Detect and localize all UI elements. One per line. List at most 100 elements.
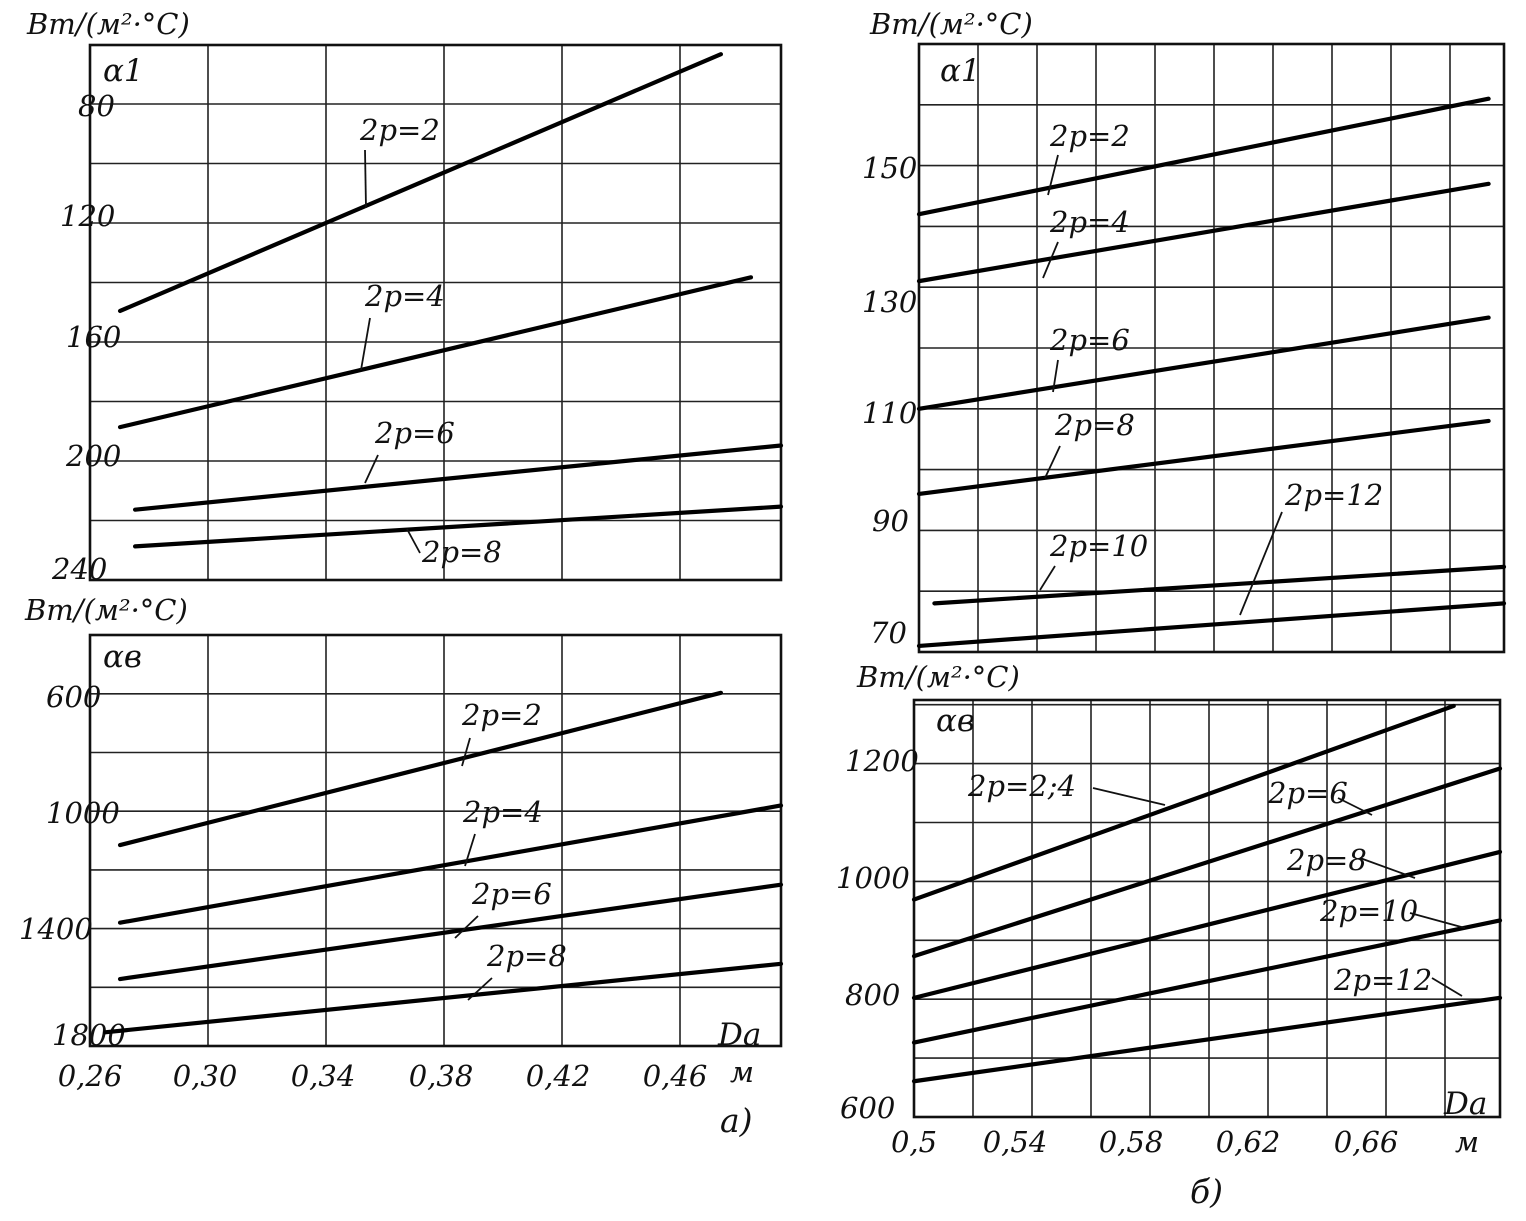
plot-frame [88, 633, 783, 1048]
x-tick-label: 0,5 [891, 1125, 937, 1159]
series-line-2p-8 [132, 504, 784, 549]
series-line-2p-12 [916, 601, 1507, 649]
plot-frame [912, 698, 1502, 1119]
series-line-2p-8 [916, 418, 1491, 497]
series-label: 2p=2;4 [967, 769, 1076, 803]
series-line-2p-8 [911, 849, 1503, 1000]
y-unit-label: Вт/(м²·°С) [856, 660, 1020, 694]
series-leader-line [1039, 565, 1056, 591]
series-leader-line [1409, 912, 1466, 929]
series-leader-line [454, 915, 479, 939]
series-line-2p-2 [117, 690, 724, 848]
series-label: 2p=2 [461, 698, 542, 732]
y-tick-label: 80 [78, 89, 115, 123]
y-tick-label: 1000 [46, 796, 120, 830]
y-tick-label: 240 [51, 552, 107, 586]
x-tick-label: 0,58 [1099, 1125, 1164, 1159]
series-line-2p-6 [916, 315, 1491, 411]
series-label: 2p=6 [471, 877, 552, 911]
series-label: 2p=6 [1267, 776, 1348, 810]
y-tick-label: 70 [870, 616, 907, 650]
y-tick-label: 150 [862, 151, 917, 185]
series-line-2p-8 [102, 961, 784, 1035]
y-unit-label: Вт/(м²·°С) [26, 7, 190, 41]
series-label: 2p=2 [359, 113, 440, 147]
y-tick-label: 160 [66, 320, 121, 354]
subfigure-caption: а) [720, 1101, 753, 1140]
series-leader-line [1044, 445, 1061, 479]
y-tick-label: 600 [840, 1091, 895, 1125]
y-tick-label: 120 [60, 199, 115, 233]
y-tick-label: 1800 [52, 1018, 126, 1052]
series-label: 2p=4 [364, 279, 445, 313]
chart-symbol: α1 [940, 53, 981, 89]
chart-symbol: αв [936, 703, 975, 739]
subfigure-caption: б) [1190, 1172, 1223, 1211]
x-axis-label: Da [1443, 1086, 1487, 1122]
x-tick-label: 0,42 [526, 1059, 591, 1093]
series-label: 2p=4 [462, 795, 543, 829]
series-label: 2p=4 [1049, 205, 1130, 239]
x-tick-label: 0,34 [291, 1059, 356, 1093]
x-unit-label: м [730, 1055, 754, 1089]
series-line-2p-6 [117, 882, 784, 982]
chart-panel-4: Вт/(м²·°С) αв 600 800 1000 1200 0,5 0,54 0,58 0,6… [836, 660, 1503, 1159]
x-tick-label: 0,66 [1334, 1125, 1399, 1159]
series-line-2p-4 [117, 803, 784, 925]
series-leader-line [406, 528, 421, 554]
y-tick-label: 800 [845, 978, 900, 1012]
series-label: 2p=12 [1333, 963, 1432, 997]
series-line-2p-6 [132, 443, 784, 512]
series-label: 2p=2 [1049, 119, 1130, 153]
x-tick-label: 0,62 [1216, 1125, 1281, 1159]
series-label: 2p=8 [1054, 408, 1135, 442]
series-line-2p-12 [911, 995, 1503, 1084]
y-tick-label: 600 [46, 680, 101, 714]
series-leader-line [360, 317, 371, 371]
series-label: 2p=12 [1284, 478, 1383, 512]
series-leader-line [464, 833, 476, 867]
series-leader-line [364, 454, 379, 484]
chart-panel-3: Вт/(м²·°С) α1 70 90 110 130 150 2p=2 2p=4 2p=6 2p=… [862, 7, 1507, 654]
series-line-2p-2 [117, 52, 724, 314]
series-line-2p-10 [911, 918, 1503, 1045]
series-line-2p-4 [117, 275, 754, 430]
x-unit-label: м [1455, 1125, 1479, 1159]
y-tick-label: 1400 [19, 912, 93, 946]
y-tick-label: 1200 [845, 744, 919, 778]
series-leader-line [1092, 787, 1166, 806]
series-label: 2p=6 [1049, 323, 1130, 357]
series-line-2p-6 [911, 766, 1503, 959]
series-leader-line [1337, 797, 1373, 816]
y-tick-label: 1000 [836, 861, 910, 895]
series-label: 2p=10 [1319, 894, 1418, 928]
series-leader-line [1047, 154, 1059, 196]
series-line-2p-10 [932, 564, 1507, 606]
series-label: 2p=8 [486, 939, 567, 973]
series-label: 2p=10 [1049, 529, 1148, 563]
chart-symbol: αв [103, 639, 142, 675]
x-tick-label: 0,54 [983, 1125, 1048, 1159]
plot-frame [917, 42, 1506, 654]
x-axis-label: Da [717, 1017, 761, 1053]
series-line-2p-2-4 [911, 703, 1456, 902]
chart-symbol: α1 [103, 53, 144, 89]
y-tick-label: 130 [862, 285, 917, 319]
y-unit-label: Вт/(м²·°С) [869, 7, 1033, 41]
series-label: 2p=8 [1286, 843, 1367, 877]
series-line-2p-4 [916, 181, 1491, 284]
series-leader-line [1239, 511, 1283, 616]
x-tick-label: 0,38 [409, 1059, 474, 1093]
x-tick-label: 0,30 [173, 1059, 238, 1093]
plot-frame [88, 43, 783, 582]
x-tick-label: 0,26 [58, 1059, 123, 1093]
y-unit-label: Вт/(м²·°С) [24, 593, 188, 627]
x-tick-label: 0,46 [643, 1059, 708, 1093]
series-label: 2p=6 [374, 416, 455, 450]
series-leader-line [1052, 359, 1059, 393]
y-tick-label: 90 [872, 504, 909, 538]
series-leader-line [1042, 241, 1059, 279]
